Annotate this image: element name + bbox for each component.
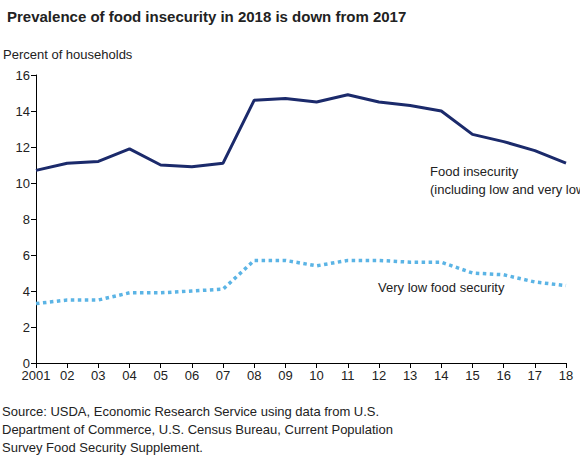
svg-text:13: 13 [403,368,417,383]
svg-text:15: 15 [465,368,479,383]
svg-text:17: 17 [528,368,542,383]
svg-text:08: 08 [247,368,261,383]
svg-text:Very low food security: Very low food security [378,280,505,295]
svg-text:Prevalence of food insecurity: Prevalence of food insecurity in 2018 is… [7,8,406,25]
svg-text:05: 05 [153,368,167,383]
svg-text:12: 12 [372,368,386,383]
svg-text:10: 10 [16,176,30,191]
svg-text:14: 14 [434,368,448,383]
svg-text:14: 14 [16,104,30,119]
svg-text:11: 11 [341,368,355,383]
svg-text:06: 06 [185,368,199,383]
svg-text:2: 2 [23,320,30,335]
svg-text:02: 02 [60,368,74,383]
svg-text:18: 18 [559,368,573,383]
svg-text:09: 09 [278,368,292,383]
svg-text:10: 10 [309,368,323,383]
svg-text:4: 4 [23,284,30,299]
svg-text:Survey Food Security Supplemen: Survey Food Security Supplement. [2,440,203,455]
svg-text:04: 04 [122,368,136,383]
svg-text:Source: USDA, Economic Researc: Source: USDA, Economic Research Service … [2,404,379,419]
svg-text:07: 07 [216,368,230,383]
svg-text:16: 16 [496,368,510,383]
svg-text:(including low and very low fo: (including low and very low food securit… [430,182,580,197]
svg-text:03: 03 [91,368,105,383]
svg-text:12: 12 [16,140,30,155]
svg-text:0: 0 [22,355,30,371]
svg-text:6: 6 [23,248,30,263]
svg-text:Percent of households: Percent of households [3,47,133,62]
svg-text:Food insecurity: Food insecurity [430,164,519,179]
svg-text:8: 8 [23,212,30,227]
svg-text:2001: 2001 [22,368,51,383]
svg-text:Department of Commerce, U.S. C: Department of Commerce, U.S. Census Bure… [2,422,393,437]
svg-text:16: 16 [16,68,30,83]
